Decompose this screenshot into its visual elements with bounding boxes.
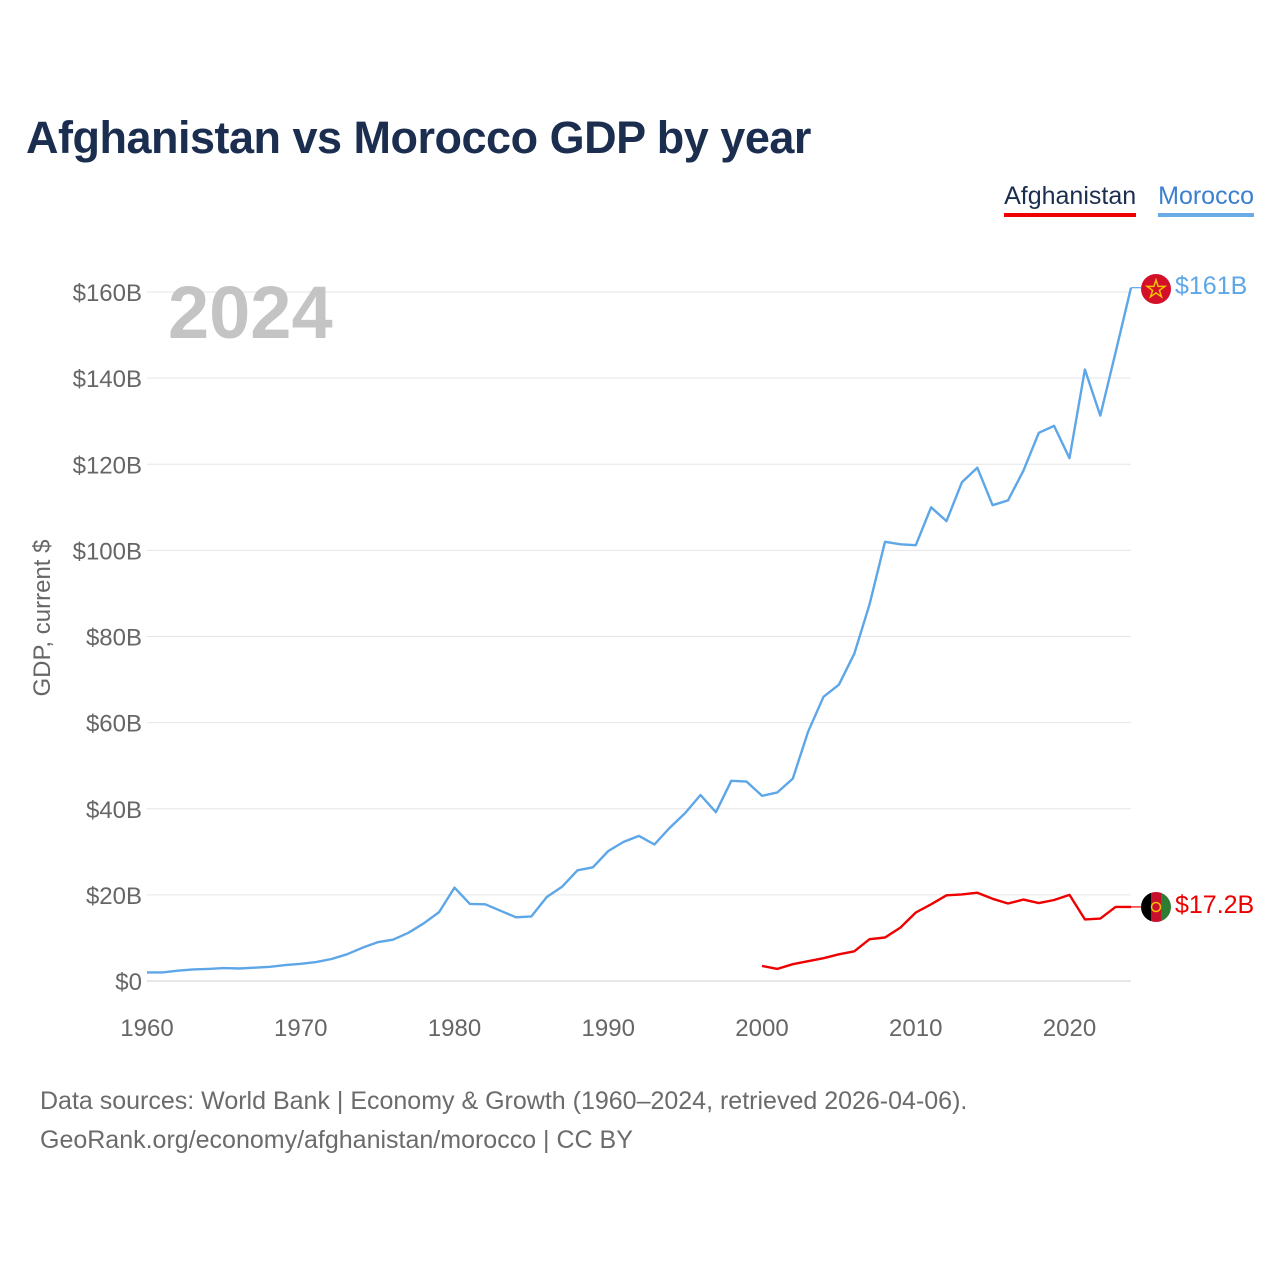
y-tick-label: $140B [73,366,142,393]
morocco-flag-icon [1141,274,1171,304]
legend-item-morocco[interactable]: Morocco [1158,182,1254,217]
y-tick-label: $40B [86,797,142,824]
y-tick-label: $0 [115,969,142,996]
morocco-end-value: $161B [1175,272,1247,300]
x-tick-label: 1980 [428,1015,481,1042]
y-tick-label: $120B [73,452,142,479]
y-axis-ticks: $0 $20B $40B $60B $80B $100B $120B $140B $160B [73,280,142,996]
series-line-afghanistan [761,891,1131,971]
x-tick-label: 2020 [1043,1015,1096,1042]
y-tick-label: $160B [73,280,142,307]
x-tick-label: 1960 [120,1015,173,1042]
x-tick-label: 1990 [582,1015,635,1042]
x-tick-label: 2010 [889,1015,942,1042]
gdp-line-chart: 2024 $0 $20B $40B $60B $80B $100B $120B $140B $1… [29,271,1254,1042]
series-lines [147,287,1141,974]
legend: Afghanistan Morocco [1004,182,1254,217]
afghanistan-end-value: $17.2B [1175,891,1254,919]
x-tick-label: 1970 [274,1015,327,1042]
year-watermark: 2024 [168,271,333,354]
x-axis-ticks: 1960 1970 1980 1990 2000 2010 2020 [120,1015,1096,1042]
y-tick-label: $80B [86,625,142,652]
source-note: Data sources: World Bank | Economy & Gro… [40,1087,968,1115]
y-axis-label: GDP, current $ [29,540,56,697]
grid [147,291,1131,982]
y-tick-label: $20B [86,883,142,910]
series-line-morocco [147,287,1133,974]
chart-title: Afghanistan vs Morocco GDP by year [26,112,811,163]
legend-item-afghanistan[interactable]: Afghanistan [1004,182,1137,217]
afghanistan-flag-icon [1141,892,1171,922]
source-link[interactable]: GeoRank.org/economy/afghanistan/morocco … [40,1126,633,1154]
y-tick-label: $60B [86,711,142,738]
x-tick-label: 2000 [735,1015,788,1042]
y-tick-label: $100B [73,538,142,565]
footer: Data sources: World Bank | Economy & Gro… [40,1082,967,1160]
